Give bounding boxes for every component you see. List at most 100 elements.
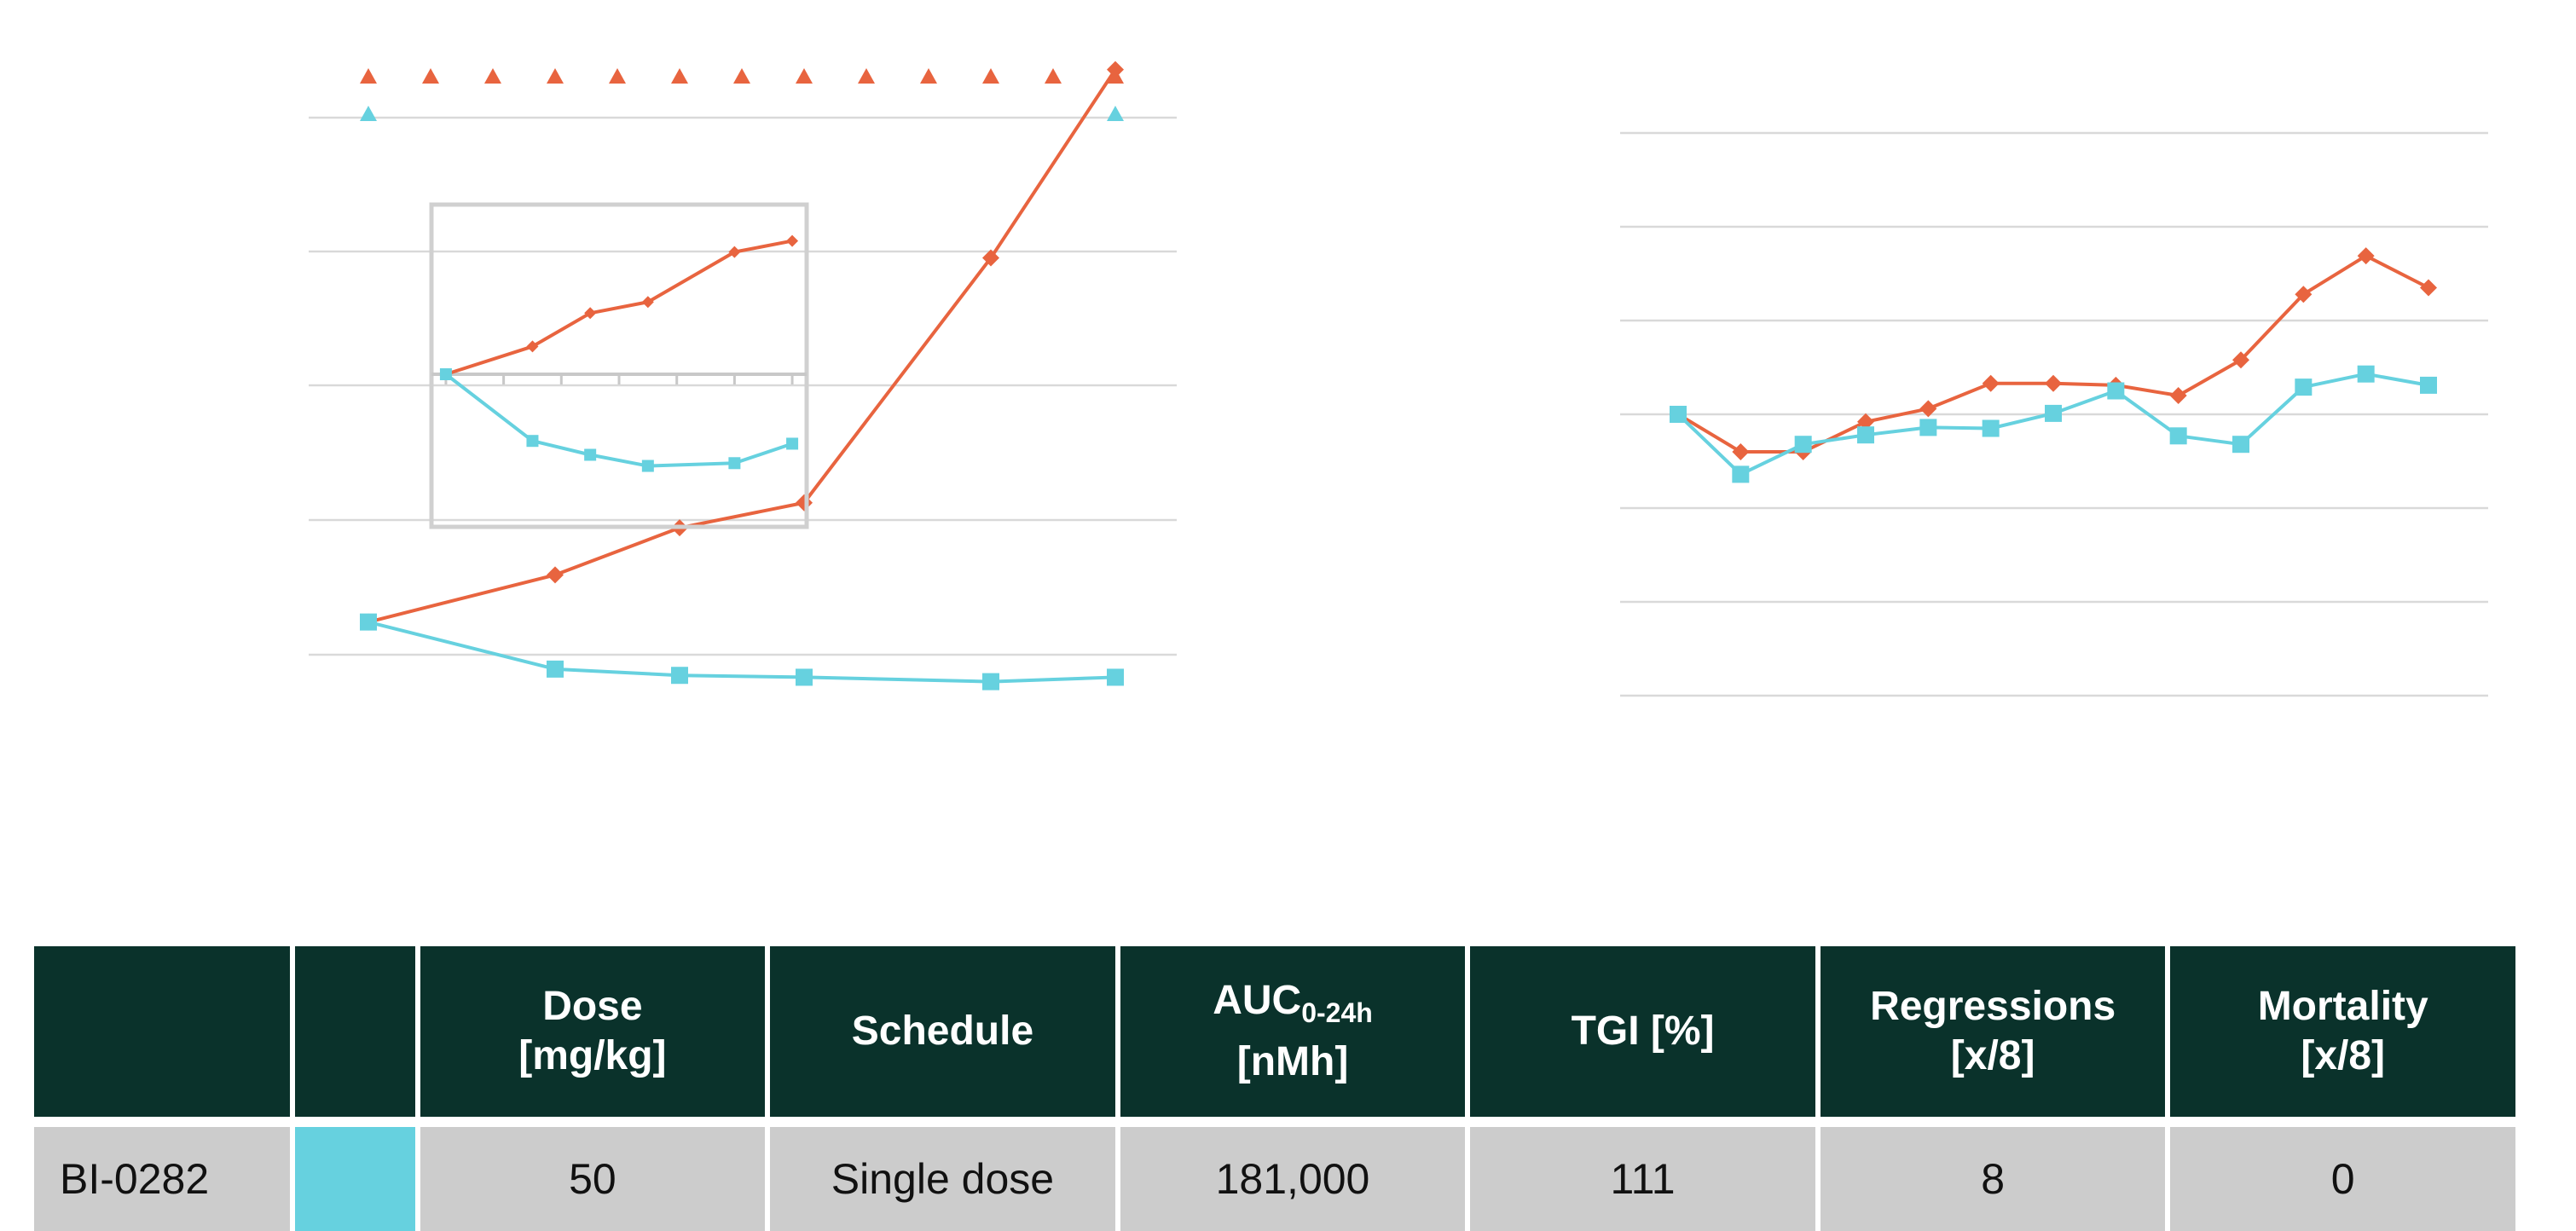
- dosing-marker-1: [609, 68, 626, 84]
- header-dose-line2: [mg/kg]: [518, 1033, 667, 1078]
- inset-series-1-point: [526, 340, 539, 353]
- chart-left-series-2-point: [796, 668, 813, 686]
- header-color: [295, 946, 415, 1117]
- cell-schedule: Single dose: [770, 1127, 1115, 1231]
- chart-left-series-2-point: [982, 673, 999, 691]
- dosing-marker-1: [671, 68, 688, 84]
- charts-area: [309, 61, 2488, 697]
- inset-axis: [431, 373, 807, 384]
- dosing-marker-1: [733, 68, 750, 84]
- chart-right-series-2-point: [1982, 419, 2000, 437]
- inset-series-2-point: [584, 448, 597, 461]
- header-auc-subscript: 0-24h: [1301, 997, 1373, 1028]
- chart-right-series-1-point: [2169, 387, 2187, 404]
- cell-name: BI-0282: [34, 1127, 291, 1231]
- dosing-marker-2: [360, 106, 377, 121]
- chart-right-series-2-point: [2295, 379, 2313, 396]
- chart-left-series-2-line: [368, 620, 1116, 684]
- header-auc-main: AUC: [1213, 978, 1302, 1023]
- dosing-marker-1: [422, 68, 439, 84]
- chart-left-series-1-point: [547, 566, 564, 584]
- chart-left-series-2-point: [360, 613, 377, 631]
- dosing-marker-1: [1045, 68, 1062, 84]
- chart-right-series-1-point: [1919, 400, 1937, 418]
- chart-right-series-1-point: [2357, 247, 2375, 265]
- header-auc-line2: [nMh]: [1236, 1039, 1349, 1084]
- inset-frame: [429, 202, 809, 529]
- cell-auc: 181,000: [1120, 1127, 1466, 1231]
- chart-right-series-2-point: [1670, 406, 1687, 423]
- chart-right-series-2-point: [1794, 436, 1812, 454]
- chart-left-series-2-point: [671, 667, 688, 685]
- chart-right-series-1-point: [2295, 286, 2313, 303]
- header-auc: AUC0-24h [nMh]: [1120, 946, 1466, 1117]
- cell-regressions: 8: [1820, 1127, 2166, 1231]
- chart-right-series-2-point: [2357, 365, 2375, 383]
- inset-series-2-point: [641, 459, 654, 472]
- header-regressions: Regressions [x/8]: [1820, 946, 2166, 1117]
- header-dose: Dose [mg/kg]: [420, 946, 766, 1117]
- chart-left-series-2-point: [1107, 668, 1124, 686]
- cell-mortality: 0: [2170, 1127, 2515, 1231]
- table-row: BI-0282 50 Single dose 181,000 111 8 0: [34, 1127, 2515, 1231]
- chart-left-dosing-markers: [360, 68, 1124, 121]
- chart-right-series: [1670, 247, 2437, 483]
- inset-series-1-point: [786, 234, 799, 247]
- chart-right-series-1-point: [1732, 443, 1750, 460]
- chart-left-series-1-line: [368, 68, 1117, 624]
- table-spacer: [34, 1117, 2515, 1127]
- chart-right-series-2-point: [1732, 465, 1750, 483]
- inset-series-1-line: [445, 239, 793, 376]
- chart-right-series-1-point: [2045, 374, 2062, 392]
- chart-right-series-2-point: [2232, 436, 2249, 454]
- chart-right-series-2-point: [2107, 382, 2125, 400]
- header-mortality-line2: [x/8]: [2301, 1033, 2386, 1078]
- header-name: [34, 946, 291, 1117]
- cell-dose: 50: [420, 1127, 766, 1231]
- header-mortality-line1: Mortality: [2257, 984, 2428, 1029]
- chart-right-series-1-line: [1676, 254, 2429, 454]
- header-tgi: TGI [%]: [1470, 946, 1815, 1117]
- inset-series-2-line: [444, 373, 793, 468]
- chart-right-series-2-point: [2169, 427, 2187, 445]
- inset-series-1-point: [728, 246, 741, 258]
- dosing-marker-1: [360, 68, 377, 84]
- header-schedule: Schedule: [770, 946, 1115, 1117]
- chart-right-series-2-point: [2420, 376, 2437, 394]
- header-mortality: Mortality [x/8]: [2170, 946, 2515, 1117]
- chart-left: [309, 61, 1177, 691]
- chart-right-series-2-point: [2045, 404, 2062, 422]
- chart-right-series-2-point: [1857, 426, 1874, 444]
- inset-series-2-point: [439, 368, 452, 380]
- color-swatch: [295, 1127, 415, 1231]
- inset-series-2-point: [786, 437, 799, 450]
- chart-left-gridlines: [309, 116, 1177, 656]
- cell-tgi: 111: [1470, 1127, 1815, 1231]
- header-regressions-line2: [x/8]: [1950, 1033, 2035, 1078]
- results-table: Dose [mg/kg] Schedule AUC0-24h [nMh] TGI…: [29, 946, 2521, 1231]
- dosing-marker-1: [920, 68, 937, 84]
- header-regressions-line1: Regressions: [1870, 984, 2116, 1029]
- chart-right-series-1-point: [2420, 279, 2437, 297]
- chart-right-series-1-point: [2232, 351, 2249, 369]
- chart-right-series-1-point: [1857, 413, 1874, 431]
- dosing-marker-2: [1107, 106, 1124, 121]
- inset-series-2-point: [526, 435, 539, 448]
- chart-right: [1620, 131, 2488, 697]
- dosing-marker-1: [858, 68, 875, 84]
- chart-right-series-2-point: [1919, 419, 1937, 436]
- chart-inset: [429, 202, 809, 529]
- dosing-marker-1: [982, 68, 999, 84]
- table-header-row: Dose [mg/kg] Schedule AUC0-24h [nMh] TGI…: [34, 946, 2515, 1117]
- inset-series-1-point: [584, 307, 597, 320]
- dosing-marker-1: [484, 68, 501, 84]
- dosing-marker-1: [796, 68, 813, 84]
- header-dose-line1: Dose: [542, 984, 643, 1029]
- cell-swatch: [295, 1127, 415, 1231]
- chart-left-series-2-point: [547, 660, 564, 678]
- chart-right-series-1-point: [1982, 374, 2000, 392]
- chart-left-series-1-point: [1107, 61, 1124, 78]
- dosing-marker-1: [547, 68, 564, 84]
- inset-series-1-point: [641, 296, 654, 309]
- chart-right-gridlines: [1620, 131, 2488, 697]
